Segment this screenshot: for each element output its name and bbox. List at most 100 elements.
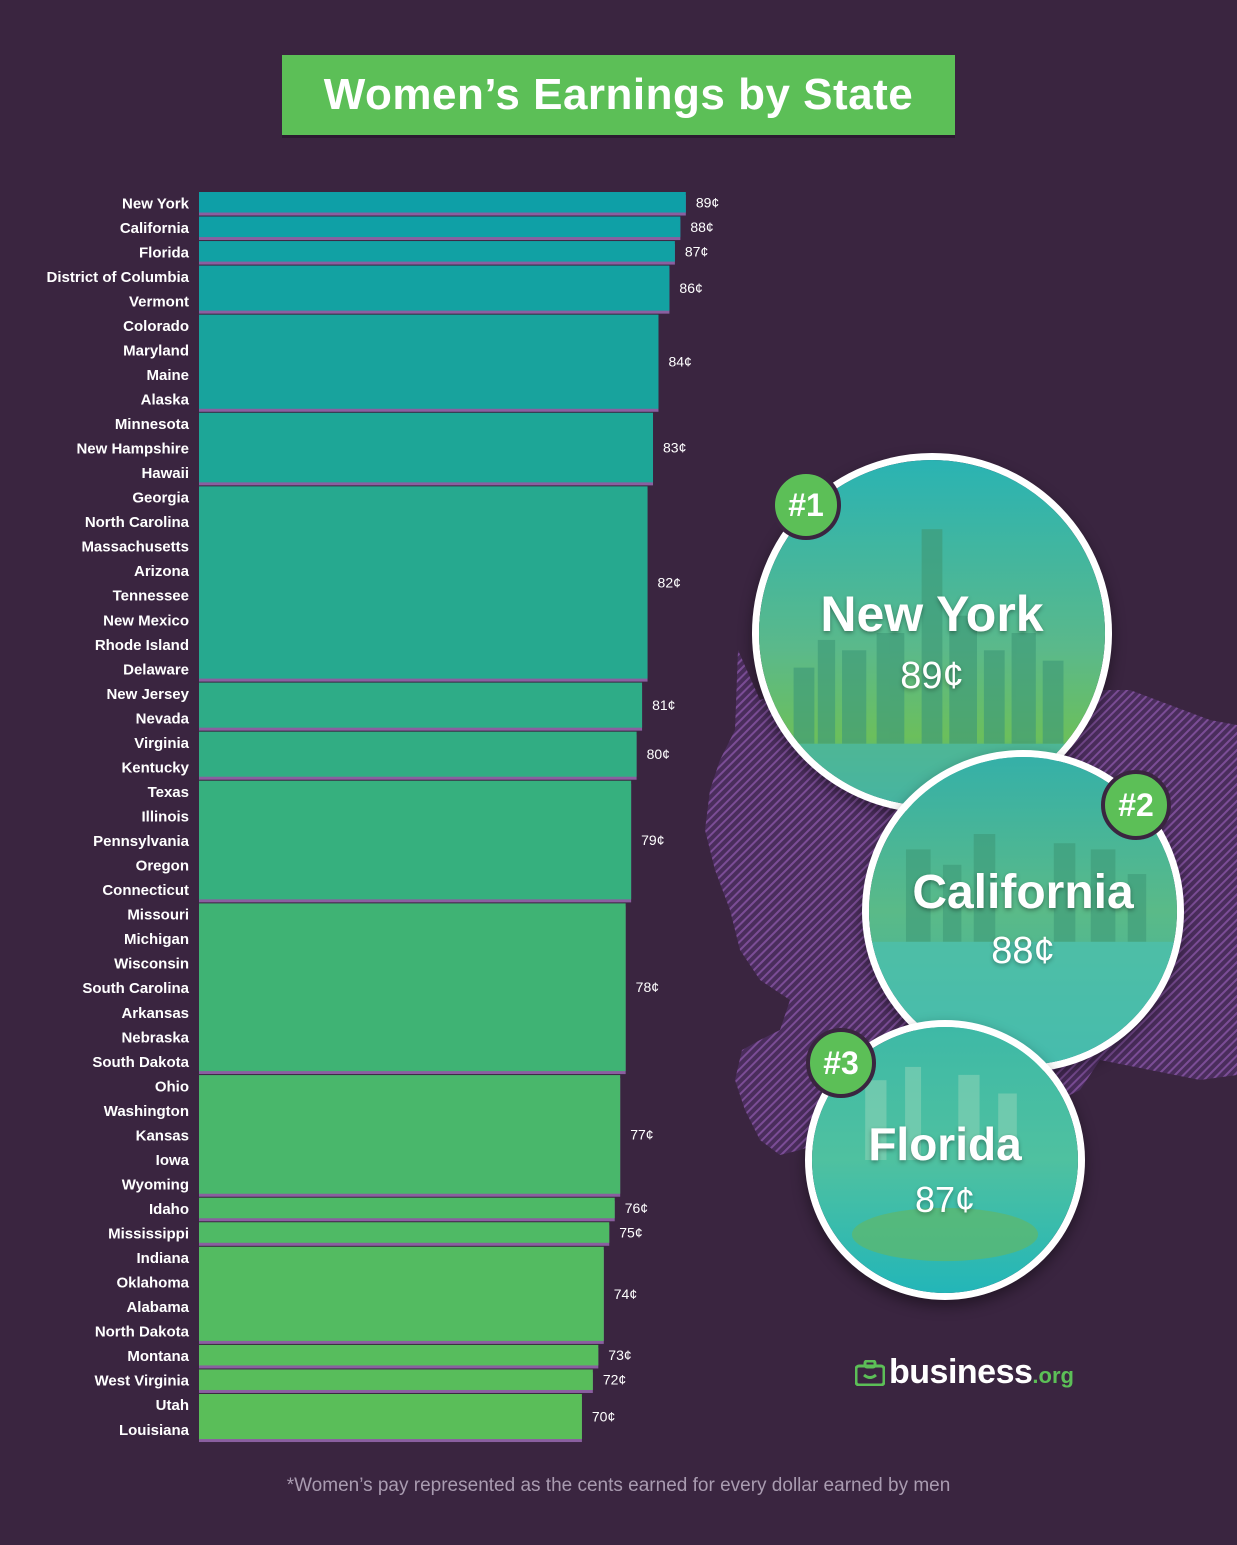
- value-label: 80¢: [647, 746, 670, 762]
- bar-77: [199, 1075, 621, 1194]
- highlight-value: 89¢: [900, 655, 964, 697]
- bar-73: [199, 1344, 599, 1366]
- logo-main: business: [889, 1353, 1033, 1391]
- state-label: New Hampshire: [76, 441, 189, 458]
- value-label: 79¢: [641, 832, 664, 848]
- state-label: New Mexico: [103, 612, 189, 629]
- state-label: Pennsylvania: [93, 833, 190, 850]
- bar-81: [199, 682, 643, 728]
- state-label: Minnesota: [115, 416, 190, 433]
- state-label: Nevada: [136, 710, 190, 727]
- value-label: 76¢: [625, 1200, 648, 1216]
- state-label: Illinois: [141, 809, 189, 826]
- state-label: Oklahoma: [116, 1275, 189, 1292]
- value-label: 87¢: [685, 243, 708, 259]
- state-label: Delaware: [123, 661, 189, 678]
- bar-88: [199, 216, 681, 238]
- value-label: 83¢: [663, 440, 686, 456]
- chart-title: Women’s Earnings by State: [323, 70, 914, 119]
- briefcase-icon: [855, 1360, 885, 1386]
- bar-87: [199, 241, 675, 262]
- state-label: Michigan: [124, 931, 189, 948]
- bar-76: [199, 1197, 615, 1219]
- state-label: Georgia: [132, 490, 189, 507]
- footnote: *Women’s pay represented as the cents ea…: [286, 1475, 951, 1496]
- state-label: Colorado: [123, 318, 189, 335]
- state-label: Hawaii: [141, 465, 189, 482]
- rank-badge-2: #2: [1101, 770, 1171, 840]
- value-label: 86¢: [679, 280, 702, 296]
- rank-badge-1: #1: [771, 470, 841, 540]
- state-label: Tennessee: [113, 588, 189, 605]
- state-label: Louisiana: [119, 1422, 190, 1439]
- state-label: Arkansas: [121, 1005, 189, 1022]
- bar-84: [199, 314, 659, 409]
- state-label: New Jersey: [106, 686, 189, 703]
- state-label: Vermont: [129, 293, 189, 310]
- state-label: Kansas: [136, 1127, 189, 1144]
- value-label: 88¢: [690, 219, 713, 235]
- state-label: North Carolina: [85, 514, 190, 531]
- state-label: Kentucky: [121, 759, 189, 776]
- bar-80: [199, 731, 637, 777]
- value-label: 72¢: [603, 1372, 626, 1388]
- bar-75: [199, 1222, 610, 1243]
- value-label: 81¢: [652, 697, 675, 713]
- state-label: Florida: [139, 244, 190, 261]
- state-label: Virginia: [134, 735, 189, 752]
- state-label: California: [120, 220, 190, 237]
- state-label: North Dakota: [95, 1324, 190, 1341]
- state-label: Iowa: [156, 1152, 190, 1169]
- state-label: South Dakota: [92, 1054, 189, 1071]
- highlight-value: 88¢: [991, 930, 1055, 972]
- state-label: Maryland: [123, 342, 189, 359]
- state-label: Ohio: [155, 1078, 189, 1095]
- state-label: Indiana: [136, 1250, 189, 1267]
- state-label: South Carolina: [82, 980, 189, 997]
- highlight-name: New York: [820, 586, 1044, 642]
- state-label: District of Columbia: [46, 269, 189, 286]
- state-label: Wisconsin: [114, 956, 189, 973]
- bar-79: [199, 780, 632, 900]
- title-banner: Women’s Earnings by State: [282, 55, 955, 135]
- business-org-logo: business .org: [855, 1352, 1074, 1392]
- bar-74: [199, 1246, 604, 1341]
- state-label: West Virginia: [95, 1373, 190, 1390]
- bar-72: [199, 1369, 593, 1390]
- state-label: Arizona: [134, 563, 190, 580]
- state-label: Montana: [127, 1348, 189, 1365]
- bar-78: [199, 903, 626, 1072]
- rank-badge-3: #3: [806, 1028, 876, 1098]
- value-label: 75¢: [619, 1225, 642, 1241]
- state-label: Mississippi: [108, 1226, 189, 1243]
- state-label: Missouri: [127, 907, 189, 924]
- state-label: Utah: [156, 1397, 189, 1414]
- state-label: Alaska: [141, 392, 190, 409]
- bar-89: [199, 192, 686, 213]
- logo-tld: .org: [1032, 1363, 1074, 1388]
- state-label: Maine: [146, 367, 189, 384]
- bar-83: [199, 412, 654, 483]
- state-label: Oregon: [136, 858, 189, 875]
- value-label: 84¢: [668, 354, 691, 370]
- value-label: 78¢: [636, 979, 659, 995]
- value-label: 74¢: [614, 1286, 637, 1302]
- value-label: 70¢: [592, 1409, 615, 1425]
- state-label: Rhode Island: [95, 637, 189, 654]
- highlight-name: Florida: [868, 1118, 1022, 1170]
- state-label: Washington: [104, 1103, 189, 1120]
- bar-82: [199, 486, 648, 679]
- state-label: Connecticut: [102, 882, 189, 899]
- bar-86: [199, 265, 670, 311]
- state-label: Nebraska: [121, 1029, 189, 1046]
- value-label: 82¢: [658, 574, 681, 590]
- highlight-name: California: [912, 866, 1134, 919]
- state-label: Texas: [148, 784, 189, 801]
- highlight-value: 87¢: [914, 1179, 976, 1220]
- state-label: Massachusetts: [81, 539, 189, 556]
- state-label: Alabama: [126, 1299, 189, 1316]
- state-label: Idaho: [149, 1201, 189, 1218]
- value-label: 73¢: [608, 1347, 631, 1363]
- state-label: Wyoming: [122, 1176, 189, 1193]
